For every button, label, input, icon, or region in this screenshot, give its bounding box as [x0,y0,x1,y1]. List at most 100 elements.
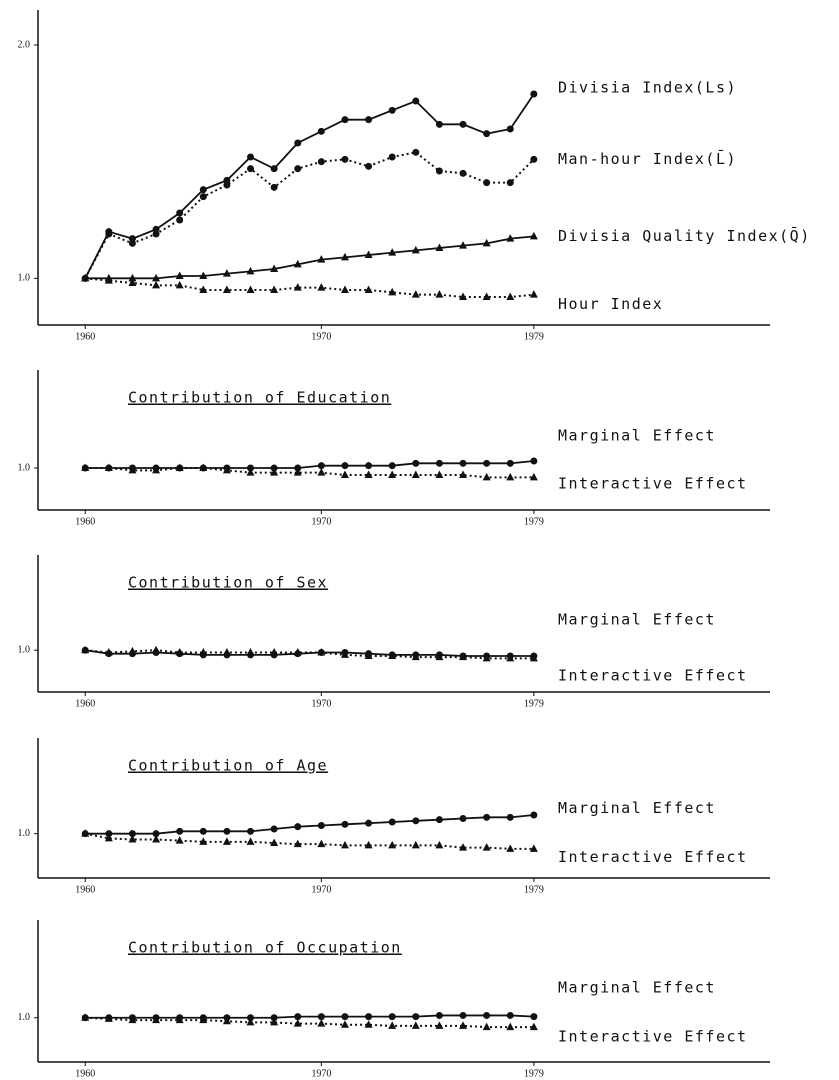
point [388,470,397,478]
point [246,837,255,845]
point [412,148,420,156]
point [270,1017,279,1026]
point [482,843,491,851]
point [293,648,302,656]
point [529,290,538,298]
point [246,266,255,275]
series-label: Divisia Index(Ls) [558,79,737,97]
point [459,169,467,177]
point [506,1022,515,1031]
series-line [85,649,534,660]
point [530,811,538,819]
series-label: Divisia Quality Index(Q̄) [558,226,811,245]
point [246,648,255,656]
point [152,465,161,474]
point [341,820,349,828]
y-tick-label: 1.0 [18,645,31,656]
point [506,459,514,467]
point [529,844,538,852]
y-tick-label: 1.0 [18,273,31,284]
point [246,285,255,293]
point [364,840,373,849]
point [365,462,373,470]
point [411,245,420,254]
point [482,472,491,481]
point [506,472,515,481]
point [482,238,491,247]
point [388,1021,397,1029]
point [294,823,302,831]
point [459,652,468,661]
point [435,120,443,128]
series-label: Man-hour Index(L̄) [558,149,737,168]
point [104,833,113,842]
point [340,252,349,261]
point [364,285,373,293]
point [104,463,113,471]
point [175,836,184,844]
point [294,1013,302,1021]
point [529,231,538,240]
point [340,1020,349,1028]
point [340,650,349,658]
x-tick-label: 1979 [524,1068,544,1079]
point [459,843,468,851]
point [222,1016,231,1025]
point [199,193,207,201]
point [364,1020,373,1028]
point [317,127,325,135]
point [199,271,208,279]
point [506,179,514,187]
point [175,271,184,279]
series-line [85,235,534,280]
point [459,815,467,822]
point [175,280,184,289]
point [459,1011,467,1019]
point [364,470,373,478]
point [435,1011,443,1019]
series-label: Interactive Effect [558,848,748,866]
point [435,652,444,661]
point [506,653,515,662]
point [199,648,208,656]
point [199,827,207,835]
point [317,1013,325,1021]
x-tick-label: 1979 [524,331,544,342]
point [246,1017,255,1026]
series-line [85,460,534,469]
x-tick-label: 1979 [524,698,544,709]
point [199,186,207,194]
series-line [85,277,534,298]
point [364,651,373,660]
x-tick-label: 1960 [75,698,95,709]
point [81,273,90,282]
point [222,648,231,656]
point [340,470,349,478]
point [506,292,515,300]
point [341,155,349,163]
point [317,283,326,291]
point [293,283,302,291]
point [435,290,444,298]
point [341,1013,349,1021]
point [483,459,491,467]
point [222,285,231,293]
point [81,829,90,837]
point [412,97,420,105]
x-tick-label: 1979 [524,516,544,527]
point [529,472,538,481]
x-tick-label: 1970 [311,698,331,709]
point [104,1014,113,1022]
point [435,167,443,175]
point [388,153,396,161]
point [317,255,326,263]
point [105,230,113,238]
point [506,844,515,852]
point [176,209,184,217]
y-tick-label: 2.0 [18,39,31,50]
point [152,230,160,238]
point [411,290,420,298]
point [341,116,349,124]
point [435,470,444,478]
